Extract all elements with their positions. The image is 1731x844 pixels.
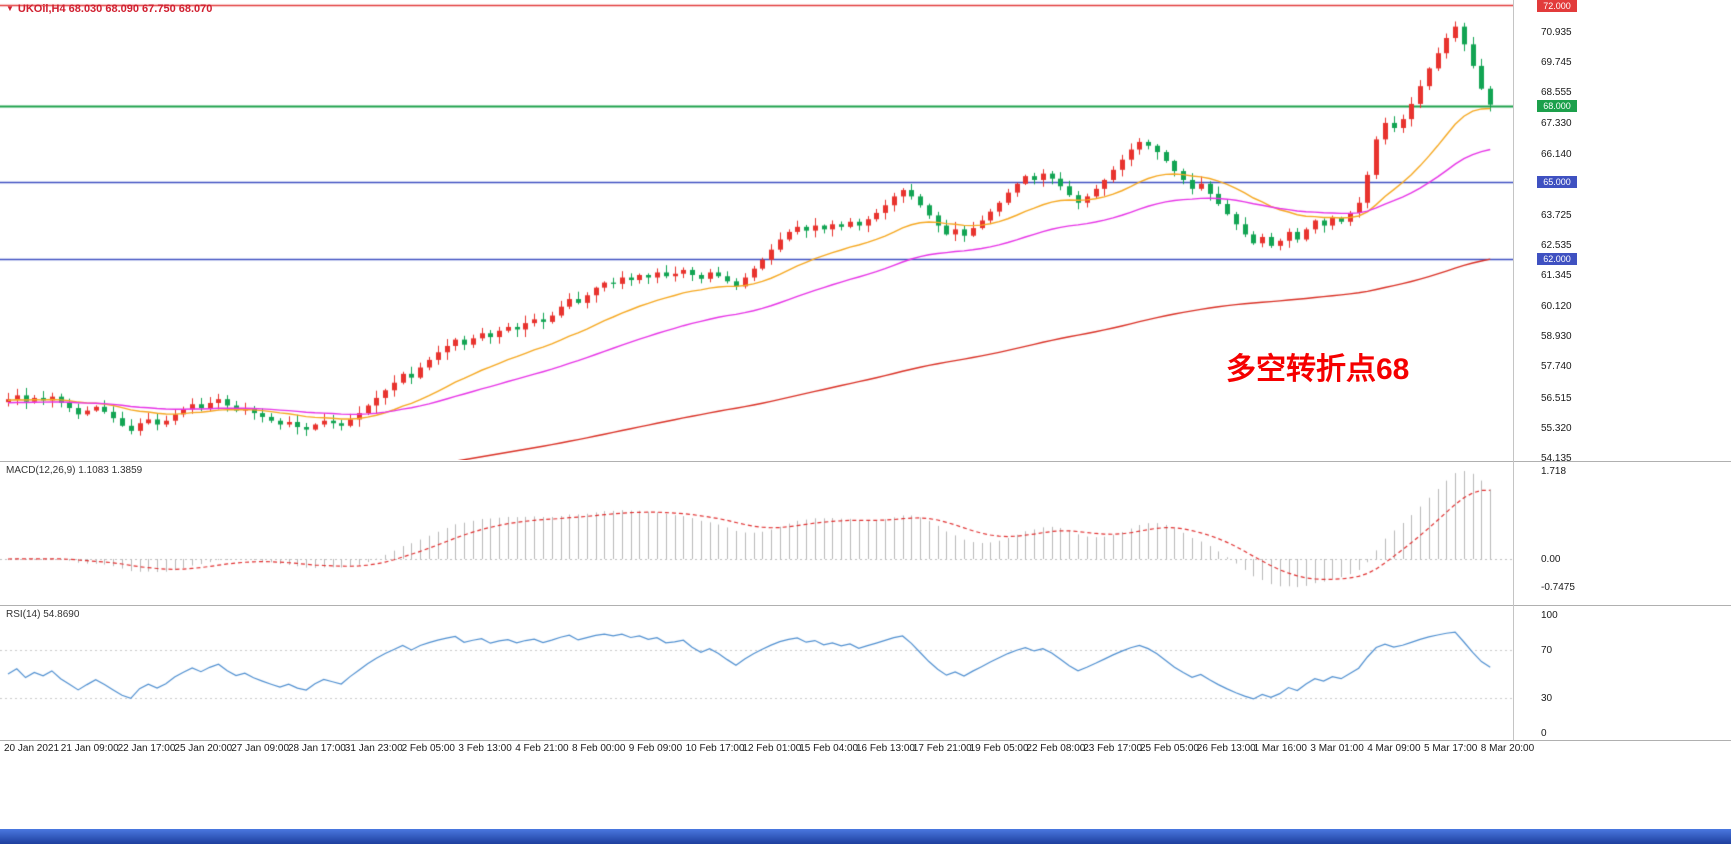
time-axis-label: 23 Feb 17:00 [1083,743,1143,754]
time-axis-label: 5 Mar 17:00 [1424,743,1478,754]
macd-axis-label: -0.7475 [1541,582,1575,594]
price-axis-label: 62.535 [1541,239,1572,251]
time-axis-label: 8 Mar 20:00 [1480,743,1535,754]
time-axis-label: 19 Feb 05:00 [969,743,1029,754]
price-axis-label: 70.935 [1541,27,1572,39]
rsi-panel-canvas[interactable] [0,606,1513,738]
time-axis-label: 20 Jan 2021 [4,743,60,754]
rsi-axis-label: 100 [1541,610,1558,621]
chart-annotation-text: 多空转折点68 [1226,353,1410,386]
time-axis-label: 25 Feb 05:00 [1140,743,1199,754]
time-axis-label: 10 Feb 17:00 [685,743,745,754]
time-axis-label: 27 Jan 09:00 [231,743,290,754]
rsi-axis[interactable]: 100 70 30 0 [1514,606,1731,739]
time-axis-label: 15 Feb 04:00 [799,743,859,754]
price-axis-label: 61.345 [1541,270,1572,282]
price-axis-label: 66.140 [1541,148,1572,160]
rsi-axis-label: 70 [1541,645,1553,657]
price-axis-label: 58.930 [1541,331,1572,343]
rsi-axis-label: 30 [1541,692,1553,704]
time-axis-label: 31 Jan 23:00 [344,743,403,754]
price-line-badge: 65.000 [1537,176,1577,189]
price-axis-label: 57.740 [1541,361,1572,373]
rsi-indicator-label: RSI(14) 54.8690 [6,609,80,620]
chart-ohlc-header: ▼ UKOil,H4 68.030 68.090 67.750 68.070 [6,3,212,15]
macd-axis-label: 0.00 [1541,554,1561,565]
symbol-dropdown-icon[interactable]: ▼ [6,4,14,13]
price-axis-label: 67.330 [1541,118,1572,130]
time-axis-label: 3 Mar 01:00 [1310,743,1364,754]
time-axis-label: 4 Mar 09:00 [1367,743,1421,754]
time-axis-label: 3 Feb 13:00 [458,743,512,754]
panel-separator [0,740,1731,741]
rsi-axis-label: 0 [1541,728,1547,739]
price-axis-label: 54.135 [1541,452,1572,464]
bottom-bar [0,829,1731,844]
time-axis-label: 2 Feb 05:00 [401,743,455,754]
time-axis-label: 26 Feb 13:00 [1196,743,1256,754]
time-axis-label: 12 Feb 01:00 [742,743,802,754]
price-axis-label: 56.515 [1541,392,1572,404]
axis-separator [1513,0,1514,740]
time-axis-label: 28 Jan 17:00 [288,743,346,754]
price-axis-label: 69.745 [1541,57,1572,69]
time-axis-label: 16 Feb 13:00 [856,743,915,754]
price-line-badge: 68.000 [1537,100,1577,113]
time-axis-label: 1 Mar 16:00 [1253,743,1307,754]
time-axis-label: 17 Feb 21:00 [912,743,972,754]
price-axis-label: 55.320 [1541,422,1572,434]
time-axis-label: 22 Feb 08:00 [1026,743,1086,754]
price-axis-label: 60.120 [1541,301,1572,313]
macd-panel-canvas[interactable] [0,462,1513,604]
price-axis-label: 63.725 [1541,209,1572,221]
time-axis-label: 4 Feb 21:00 [515,743,569,754]
time-axis-label: 9 Feb 09:00 [628,743,683,754]
time-axis-label: 22 Jan 17:00 [117,743,176,754]
panel-separator[interactable] [0,605,1731,606]
price-line-badge: 62.000 [1537,252,1577,265]
price-axis[interactable]: 70.935 69.745 68.555 67.330 66.140 63.725 62.5… [1514,0,1731,464]
macd-indicator-label: MACD(12,26,9) 1.1083 1.3859 [6,465,143,476]
time-axis-label: 21 Jan 09:00 [60,743,119,754]
time-axis-label: 25 Jan 20:00 [174,743,233,754]
time-axis-label: 8 Feb 00:00 [572,743,626,754]
panel-separator[interactable] [0,461,1731,462]
macd-axis-label: 1.718 [1541,466,1567,477]
price-line-badge: 72.000 [1537,0,1577,12]
time-axis[interactable]: 20 Jan 2021 21 Jan 09:00 22 Jan 17:00 25 Ja… [0,743,1731,757]
price-chart-canvas[interactable] [0,0,1513,460]
ohlc-text: UKOil,H4 68.030 68.090 67.750 68.070 [17,3,213,15]
macd-axis[interactable]: 1.718 0.00 -0.7475 [1514,462,1731,605]
price-axis-label: 68.555 [1541,87,1572,99]
